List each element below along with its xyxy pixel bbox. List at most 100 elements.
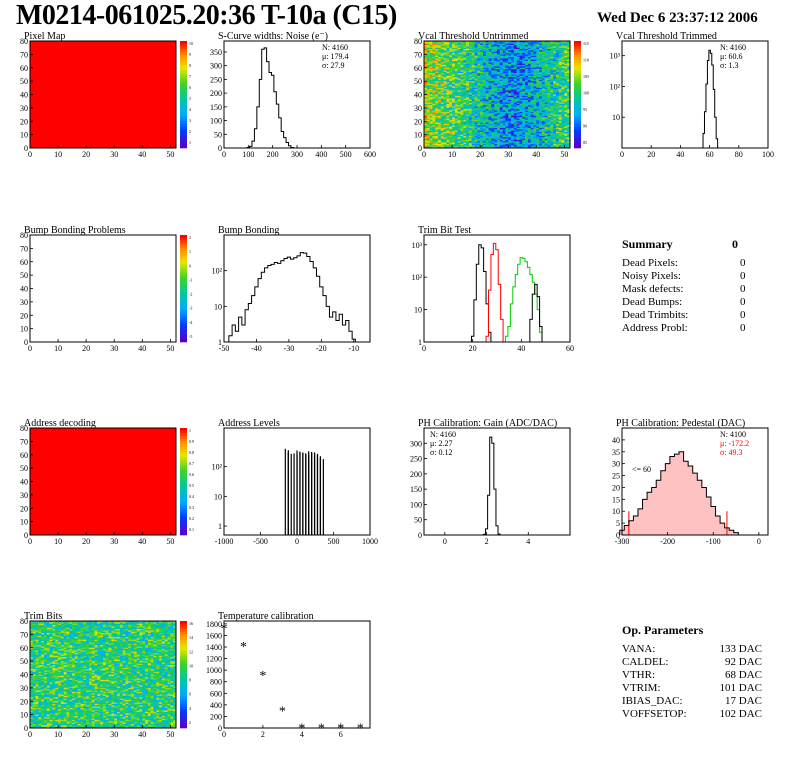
x-tick-label: 0 xyxy=(295,537,299,546)
heatmap-cell xyxy=(432,94,436,97)
heatmap-cell xyxy=(550,50,554,52)
heatmap-cell xyxy=(429,114,433,117)
heatmap-cell xyxy=(516,61,520,63)
heatmap-cell xyxy=(480,110,484,113)
heatmap-cell xyxy=(539,54,543,57)
heatmap-cell xyxy=(550,137,554,139)
heatmap-cell xyxy=(522,77,526,79)
heatmap-cell xyxy=(525,46,529,48)
heatmap-cell xyxy=(561,139,565,142)
heatmap-cell xyxy=(499,123,503,126)
heatmap-cell xyxy=(460,69,464,71)
heatmap-cell xyxy=(446,46,450,48)
heatmap-cell xyxy=(438,141,442,143)
heatmap-cell xyxy=(555,79,560,82)
heatmap-cell xyxy=(553,74,557,77)
heatmap-cell xyxy=(536,49,540,51)
heatmap-cell xyxy=(443,51,447,54)
heatmap-cell xyxy=(530,63,534,66)
heatmap-cell xyxy=(446,59,450,62)
heatmap-cell xyxy=(497,67,501,70)
colorbar-segment xyxy=(574,70,581,74)
heatmap-cell xyxy=(522,57,526,59)
stats-line: μ: 2.27 xyxy=(430,439,453,448)
heatmap-cell xyxy=(494,70,498,73)
heatmap-cell xyxy=(502,105,506,107)
heatmap-cell xyxy=(508,86,512,89)
heatmap-cell xyxy=(485,46,489,48)
colorbar-segment xyxy=(180,57,187,61)
heatmap-cell xyxy=(508,78,512,81)
heatmap-cell xyxy=(544,114,548,117)
heatmap-cell xyxy=(443,42,447,44)
heatmap-cell xyxy=(443,141,447,143)
heatmap-cell xyxy=(539,106,543,109)
heatmap-cell xyxy=(527,141,531,143)
heatmap-cell xyxy=(463,134,467,137)
heatmap-cell xyxy=(539,57,543,59)
heatmap-cell xyxy=(477,138,481,141)
heatmap-cell xyxy=(435,82,439,85)
heatmap-cell xyxy=(438,142,442,145)
heatmap-cell xyxy=(468,43,473,46)
heatmap-cell xyxy=(466,46,470,48)
heatmap-cell xyxy=(527,67,531,70)
heatmap-cell xyxy=(474,93,478,95)
heatmap-cell xyxy=(544,79,548,82)
heatmap-cell xyxy=(477,87,481,90)
heatmap-cell xyxy=(530,73,534,75)
heatmap-cell xyxy=(463,107,467,110)
heatmap-cell xyxy=(463,45,467,47)
heatmap-cell xyxy=(460,145,464,147)
heatmap-cell xyxy=(502,85,506,87)
heatmap-cell xyxy=(561,55,565,58)
heatmap-cell xyxy=(550,51,554,54)
heatmap-cell xyxy=(482,102,487,105)
heatmap-cell xyxy=(555,82,560,85)
heatmap-cell xyxy=(452,69,456,71)
heatmap-cell xyxy=(550,139,554,142)
heatmap-cell xyxy=(502,98,506,101)
heatmap-cell xyxy=(438,70,442,73)
plot-frame xyxy=(423,427,571,536)
heatmap-cell xyxy=(424,82,428,85)
y-tick-label: 10 xyxy=(20,131,28,140)
heatmap-cell xyxy=(468,87,473,90)
heatmap-cell xyxy=(550,131,554,134)
heatmap-cell xyxy=(519,93,523,95)
heatmap-cell xyxy=(502,107,506,110)
heatmap-cell xyxy=(550,77,554,79)
heatmap-cell xyxy=(536,57,540,59)
stats-line: σ: 49.3 xyxy=(720,448,743,457)
heatmap-cell xyxy=(443,85,447,87)
heatmap-cell xyxy=(516,90,520,93)
heatmap-cell xyxy=(544,115,548,118)
heatmap-cell xyxy=(539,66,543,69)
heatmap-cell xyxy=(519,47,523,50)
heatmap-cell xyxy=(32,721,36,723)
heatmap-cell xyxy=(564,46,568,48)
heatmap-cell xyxy=(468,57,473,59)
heatmap-cell xyxy=(505,139,509,142)
heatmap-cell xyxy=(499,41,503,43)
heatmap-cell xyxy=(502,110,506,113)
heatmap-cell xyxy=(443,58,447,61)
heatmap-cell xyxy=(477,73,481,75)
heatmap-cell xyxy=(482,142,487,145)
heatmap-cell xyxy=(32,685,36,687)
heatmap-cell xyxy=(541,55,546,58)
heatmap-cell xyxy=(530,42,534,44)
heatmap-cells xyxy=(30,621,177,729)
heatmap-cell xyxy=(561,45,565,47)
heatmap-cell xyxy=(519,55,523,58)
heatmap-cell xyxy=(567,67,571,70)
heatmap-cell xyxy=(474,125,478,127)
heatmap-cell xyxy=(454,66,458,69)
heatmap-cell xyxy=(499,99,503,102)
heatmap-cell xyxy=(564,62,568,65)
heatmap-cell xyxy=(466,70,470,73)
heatmap-cell xyxy=(443,61,447,63)
heatmap-cell xyxy=(550,90,554,93)
heatmap-cell xyxy=(499,57,503,59)
heatmap-cell xyxy=(468,98,473,101)
